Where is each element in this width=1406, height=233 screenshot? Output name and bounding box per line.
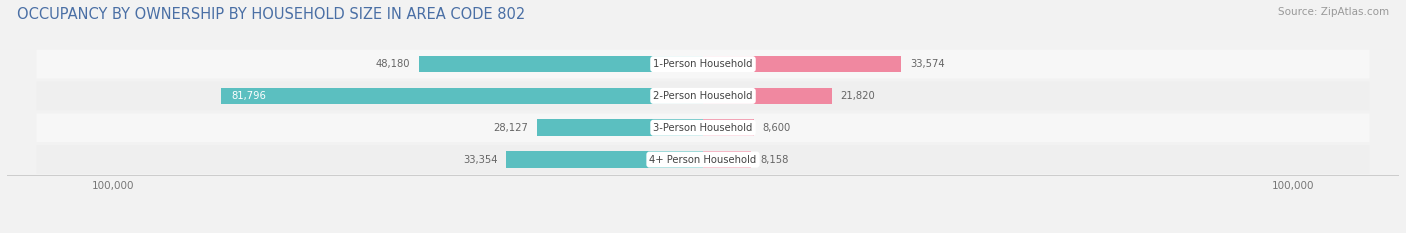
Bar — [221, 88, 703, 104]
FancyBboxPatch shape — [37, 145, 1369, 174]
Text: 8,158: 8,158 — [761, 154, 789, 164]
Bar — [703, 88, 832, 104]
Text: 33,354: 33,354 — [463, 154, 498, 164]
Text: Source: ZipAtlas.com: Source: ZipAtlas.com — [1278, 7, 1389, 17]
Text: 48,180: 48,180 — [375, 59, 411, 69]
FancyBboxPatch shape — [37, 113, 1369, 142]
Text: 4+ Person Household: 4+ Person Household — [650, 154, 756, 164]
Bar — [703, 120, 754, 136]
Bar — [506, 151, 703, 168]
Text: 21,820: 21,820 — [841, 91, 876, 101]
Bar — [703, 151, 751, 168]
Text: 8,600: 8,600 — [762, 123, 790, 133]
Text: OCCUPANCY BY OWNERSHIP BY HOUSEHOLD SIZE IN AREA CODE 802: OCCUPANCY BY OWNERSHIP BY HOUSEHOLD SIZE… — [17, 7, 524, 22]
Bar — [537, 120, 703, 136]
FancyBboxPatch shape — [37, 50, 1369, 79]
Text: 81,796: 81,796 — [231, 91, 266, 101]
Text: 1-Person Household: 1-Person Household — [654, 59, 752, 69]
Text: 33,574: 33,574 — [910, 59, 945, 69]
Text: 2-Person Household: 2-Person Household — [654, 91, 752, 101]
Bar — [703, 56, 901, 72]
Text: 3-Person Household: 3-Person Household — [654, 123, 752, 133]
FancyBboxPatch shape — [37, 82, 1369, 110]
Bar — [419, 56, 703, 72]
Text: 28,127: 28,127 — [494, 123, 529, 133]
